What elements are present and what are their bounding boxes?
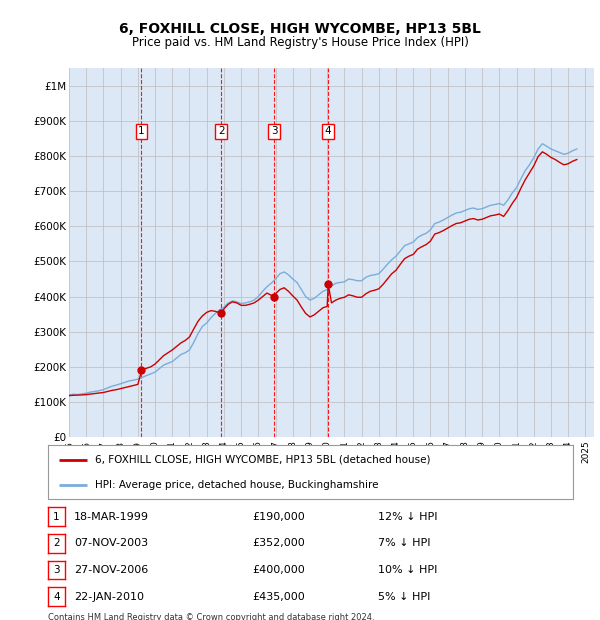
Text: 22-JAN-2010: 22-JAN-2010	[74, 591, 144, 602]
Text: 4: 4	[325, 126, 332, 136]
Text: £190,000: £190,000	[252, 512, 305, 522]
Text: 4: 4	[53, 591, 60, 602]
Text: 10% ↓ HPI: 10% ↓ HPI	[378, 565, 437, 575]
Text: 27-NOV-2006: 27-NOV-2006	[74, 565, 148, 575]
Text: £352,000: £352,000	[252, 538, 305, 549]
Text: 07-NOV-2003: 07-NOV-2003	[74, 538, 148, 549]
Text: 3: 3	[53, 565, 60, 575]
Text: 6, FOXHILL CLOSE, HIGH WYCOMBE, HP13 5BL: 6, FOXHILL CLOSE, HIGH WYCOMBE, HP13 5BL	[119, 22, 481, 36]
Text: 7% ↓ HPI: 7% ↓ HPI	[378, 538, 431, 549]
Text: Price paid vs. HM Land Registry's House Price Index (HPI): Price paid vs. HM Land Registry's House …	[131, 36, 469, 49]
Text: 18-MAR-1999: 18-MAR-1999	[74, 512, 149, 522]
Text: HPI: Average price, detached house, Buckinghamshire: HPI: Average price, detached house, Buck…	[95, 480, 379, 490]
Text: 2: 2	[218, 126, 225, 136]
Text: 5% ↓ HPI: 5% ↓ HPI	[378, 591, 430, 602]
Text: Contains HM Land Registry data © Crown copyright and database right 2024.
This d: Contains HM Land Registry data © Crown c…	[48, 613, 374, 620]
Text: 3: 3	[271, 126, 277, 136]
Text: 2: 2	[53, 538, 60, 549]
Text: 6, FOXHILL CLOSE, HIGH WYCOMBE, HP13 5BL (detached house): 6, FOXHILL CLOSE, HIGH WYCOMBE, HP13 5BL…	[95, 455, 431, 465]
Text: 12% ↓ HPI: 12% ↓ HPI	[378, 512, 437, 522]
Text: £400,000: £400,000	[252, 565, 305, 575]
Text: 1: 1	[138, 126, 145, 136]
Text: 1: 1	[53, 512, 60, 522]
Text: £435,000: £435,000	[252, 591, 305, 602]
